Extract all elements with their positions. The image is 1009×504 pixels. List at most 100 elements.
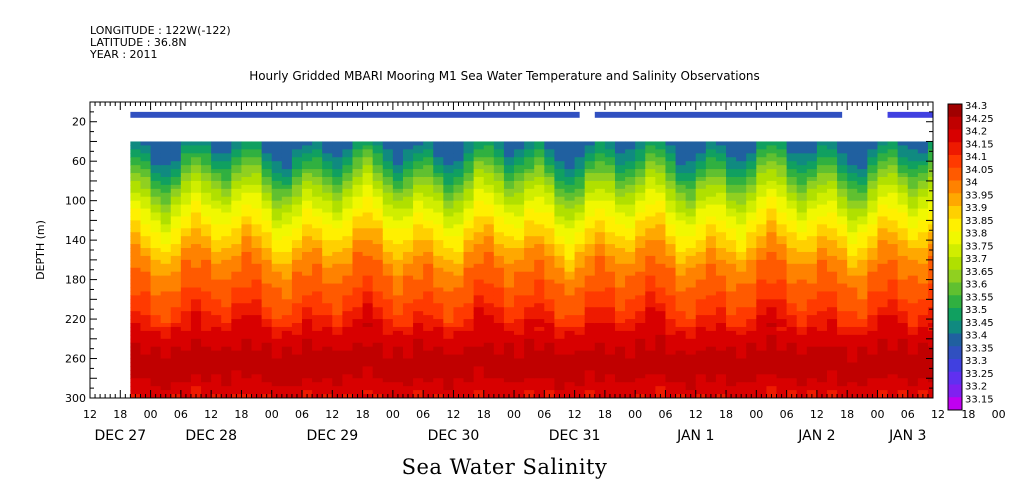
contour-cell	[352, 287, 364, 293]
contour-cell	[867, 378, 879, 383]
contour-cell	[473, 275, 485, 281]
contour-cell	[281, 287, 293, 293]
contour-cell	[271, 259, 283, 265]
contour-cell	[776, 338, 788, 344]
contour-cell	[847, 244, 858, 249]
contour-cell	[514, 315, 525, 320]
contour-cell	[514, 176, 525, 182]
contour-cell	[776, 358, 788, 364]
contour-cell	[453, 145, 465, 150]
contour-cell	[423, 346, 434, 352]
contour-cell	[786, 220, 798, 225]
contour-cell	[473, 263, 485, 269]
contour-cell	[241, 315, 253, 320]
contour-cell	[413, 378, 424, 383]
contour-cell	[423, 176, 434, 182]
contour-cell	[695, 330, 707, 336]
contour-cell	[493, 275, 505, 281]
contour-cell	[433, 173, 444, 178]
contour-cell	[877, 240, 889, 245]
contour-cell	[635, 319, 646, 324]
contour-cell	[705, 204, 717, 210]
contour-cell	[685, 374, 697, 379]
contour-cell	[826, 279, 838, 285]
contour-cell	[150, 220, 162, 225]
contour-cell	[786, 188, 798, 194]
contour-cell	[150, 386, 162, 391]
contour-cell	[685, 362, 697, 368]
contour-cell	[705, 390, 717, 395]
contour-cell	[554, 251, 566, 257]
contour-cell	[201, 342, 212, 348]
contour-cell	[322, 165, 333, 170]
contour-cell	[251, 165, 263, 170]
contour-cell	[695, 326, 707, 332]
contour-cell	[231, 196, 243, 202]
contour-cell	[322, 196, 333, 202]
contour-cell	[806, 362, 818, 368]
contour-cell	[433, 307, 444, 312]
contour-cell	[362, 161, 374, 166]
contour-cell	[180, 236, 192, 241]
contour-cell	[261, 220, 273, 225]
contour-cell	[291, 200, 303, 206]
contour-cell	[322, 255, 333, 261]
contour-cell	[826, 323, 838, 328]
contour-cell	[413, 330, 424, 336]
contour-cell	[322, 315, 333, 320]
contour-cell	[211, 319, 222, 324]
contour-cell	[302, 338, 313, 344]
contour-cell	[180, 334, 192, 340]
contour-cell	[786, 295, 798, 300]
contour-cell	[251, 216, 263, 221]
contour-cell	[150, 240, 162, 245]
contour-cell	[140, 299, 152, 304]
contour-cell	[726, 244, 737, 249]
contour-cell	[564, 374, 576, 379]
contour-cell	[766, 212, 778, 218]
contour-cell	[675, 279, 687, 285]
contour-cell	[170, 141, 182, 147]
contour-cell	[837, 192, 848, 198]
contour-cell	[382, 165, 394, 170]
contour-cell	[857, 362, 868, 368]
contour-cell	[392, 330, 404, 336]
contour-cell	[574, 188, 586, 194]
contour-cell	[887, 228, 899, 233]
contour-cell	[847, 236, 858, 241]
contour-cell	[362, 232, 374, 237]
contour-cell	[544, 307, 556, 312]
contour-cell	[524, 358, 535, 364]
contour-cell	[857, 295, 868, 300]
contour-cell	[352, 283, 364, 289]
contour-cell	[160, 212, 172, 218]
contour-cell	[554, 326, 566, 332]
contour-cell	[150, 188, 162, 194]
contour-cell	[826, 338, 838, 344]
contour-cell	[584, 248, 596, 253]
contour-cell	[665, 358, 677, 364]
contour-cell	[473, 315, 485, 320]
contour-cell	[352, 275, 364, 281]
contour-cell	[887, 165, 899, 170]
contour-cell	[786, 204, 798, 210]
contour-cell	[312, 303, 323, 308]
contour-cell	[887, 161, 899, 166]
contour-cell	[413, 271, 424, 277]
contour-cell	[332, 346, 343, 352]
contour-cell	[857, 161, 868, 166]
contour-cell	[483, 334, 495, 340]
contour-cell	[554, 248, 566, 253]
contour-cell	[614, 330, 626, 336]
contour-cell	[271, 315, 283, 320]
contour-cell	[776, 216, 788, 221]
contour-cell	[645, 334, 656, 340]
contour-cell	[655, 346, 667, 352]
contour-cell	[402, 240, 414, 245]
contour-cell	[614, 255, 626, 261]
contour-cell	[514, 263, 525, 269]
contour-cell	[887, 216, 899, 221]
contour-cell	[201, 216, 212, 221]
contour-cell	[756, 374, 768, 379]
contour-cell	[221, 180, 232, 186]
